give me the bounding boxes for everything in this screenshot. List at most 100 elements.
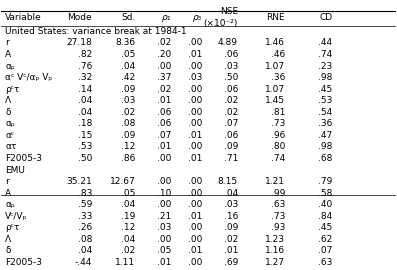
Text: .86: .86 xyxy=(121,154,135,163)
Text: .15: .15 xyxy=(78,131,92,140)
Text: CD: CD xyxy=(320,13,333,22)
Text: .71: .71 xyxy=(224,154,238,163)
Text: .01: .01 xyxy=(156,143,171,151)
Text: .45: .45 xyxy=(318,85,333,94)
Text: αᶜ: αᶜ xyxy=(5,131,15,140)
Text: .18: .18 xyxy=(78,119,92,128)
Text: .06: .06 xyxy=(224,131,238,140)
Text: (×10⁻²): (×10⁻²) xyxy=(204,19,238,28)
Text: .04: .04 xyxy=(78,108,92,117)
Text: .79: .79 xyxy=(318,177,333,186)
Text: ρᶜτ: ρᶜτ xyxy=(5,85,20,94)
Text: .06: .06 xyxy=(224,85,238,94)
Text: F2005-3: F2005-3 xyxy=(5,258,42,267)
Text: .76: .76 xyxy=(78,62,92,70)
Text: .03: .03 xyxy=(121,96,135,105)
Text: .06: .06 xyxy=(156,119,171,128)
Text: .02: .02 xyxy=(121,247,135,255)
Text: .00: .00 xyxy=(188,189,202,198)
Text: 1.23: 1.23 xyxy=(265,235,285,244)
Text: .06: .06 xyxy=(224,50,238,59)
Text: RNE: RNE xyxy=(267,13,285,22)
Text: .12: .12 xyxy=(121,223,135,232)
Text: .01: .01 xyxy=(188,212,202,221)
Text: r: r xyxy=(5,38,9,48)
Text: ρ₁: ρ₁ xyxy=(162,13,171,22)
Text: .09: .09 xyxy=(121,85,135,94)
Text: .01: .01 xyxy=(188,154,202,163)
Text: .69: .69 xyxy=(224,258,238,267)
Text: .96: .96 xyxy=(271,131,285,140)
Text: αₚ: αₚ xyxy=(5,119,15,128)
Text: .21: .21 xyxy=(157,212,171,221)
Text: .01: .01 xyxy=(188,131,202,140)
Text: A: A xyxy=(5,189,12,198)
Text: .04: .04 xyxy=(78,247,92,255)
Text: .00: .00 xyxy=(188,38,202,48)
Text: .02: .02 xyxy=(157,38,171,48)
Text: .40: .40 xyxy=(318,200,333,209)
Text: United States: variance break at 1984-1: United States: variance break at 1984-1 xyxy=(5,27,187,36)
Text: δ: δ xyxy=(5,108,11,117)
Text: .47: .47 xyxy=(318,131,333,140)
Text: αᶜ Vᶜ/αₚ Vₚ: αᶜ Vᶜ/αₚ Vₚ xyxy=(5,73,52,82)
Text: .03: .03 xyxy=(188,73,202,82)
Text: .00: .00 xyxy=(156,235,171,244)
Text: .26: .26 xyxy=(78,223,92,232)
Text: .23: .23 xyxy=(318,62,333,70)
Text: .53: .53 xyxy=(318,96,333,105)
Text: .16: .16 xyxy=(224,212,238,221)
Text: .05: .05 xyxy=(156,247,171,255)
Text: .83: .83 xyxy=(78,189,92,198)
Text: 4.89: 4.89 xyxy=(218,38,238,48)
Text: -.44: -.44 xyxy=(75,258,92,267)
Text: .63: .63 xyxy=(318,258,333,267)
Text: .46: .46 xyxy=(271,50,285,59)
Text: .45: .45 xyxy=(318,223,333,232)
Text: δ: δ xyxy=(5,247,11,255)
Text: 12.67: 12.67 xyxy=(110,177,135,186)
Text: Sd.: Sd. xyxy=(121,13,135,22)
Text: .50: .50 xyxy=(78,154,92,163)
Text: .14: .14 xyxy=(78,85,92,94)
Text: .03: .03 xyxy=(156,223,171,232)
Text: 1.16: 1.16 xyxy=(265,247,285,255)
Text: 1.27: 1.27 xyxy=(265,258,285,267)
Text: 27.18: 27.18 xyxy=(66,38,92,48)
Text: .12: .12 xyxy=(121,143,135,151)
Text: .00: .00 xyxy=(156,62,171,70)
Text: .06: .06 xyxy=(156,108,171,117)
Text: .00: .00 xyxy=(188,119,202,128)
Text: .68: .68 xyxy=(318,154,333,163)
Text: .82: .82 xyxy=(78,50,92,59)
Text: .50: .50 xyxy=(224,73,238,82)
Text: .74: .74 xyxy=(318,50,333,59)
Text: 8.36: 8.36 xyxy=(115,38,135,48)
Text: .02: .02 xyxy=(121,108,135,117)
Text: .00: .00 xyxy=(188,177,202,186)
Text: .04: .04 xyxy=(224,189,238,198)
Text: .08: .08 xyxy=(78,235,92,244)
Text: .01: .01 xyxy=(188,50,202,59)
Text: .02: .02 xyxy=(224,108,238,117)
Text: Λ: Λ xyxy=(5,235,12,244)
Text: .09: .09 xyxy=(224,223,238,232)
Text: A: A xyxy=(5,50,12,59)
Text: .07: .07 xyxy=(224,119,238,128)
Text: .98: .98 xyxy=(318,143,333,151)
Text: .03: .03 xyxy=(224,62,238,70)
Text: Variable: Variable xyxy=(5,13,42,22)
Text: .09: .09 xyxy=(224,143,238,151)
Text: .00: .00 xyxy=(188,85,202,94)
Text: .00: .00 xyxy=(188,143,202,151)
Text: .62: .62 xyxy=(318,235,333,244)
Text: .07: .07 xyxy=(156,131,171,140)
Text: .00: .00 xyxy=(188,96,202,105)
Text: .58: .58 xyxy=(318,189,333,198)
Text: EMU: EMU xyxy=(5,166,25,175)
Text: .00: .00 xyxy=(188,223,202,232)
Text: αₚ: αₚ xyxy=(5,200,15,209)
Text: .00: .00 xyxy=(188,108,202,117)
Text: 1.07: 1.07 xyxy=(265,62,285,70)
Text: .02: .02 xyxy=(224,235,238,244)
